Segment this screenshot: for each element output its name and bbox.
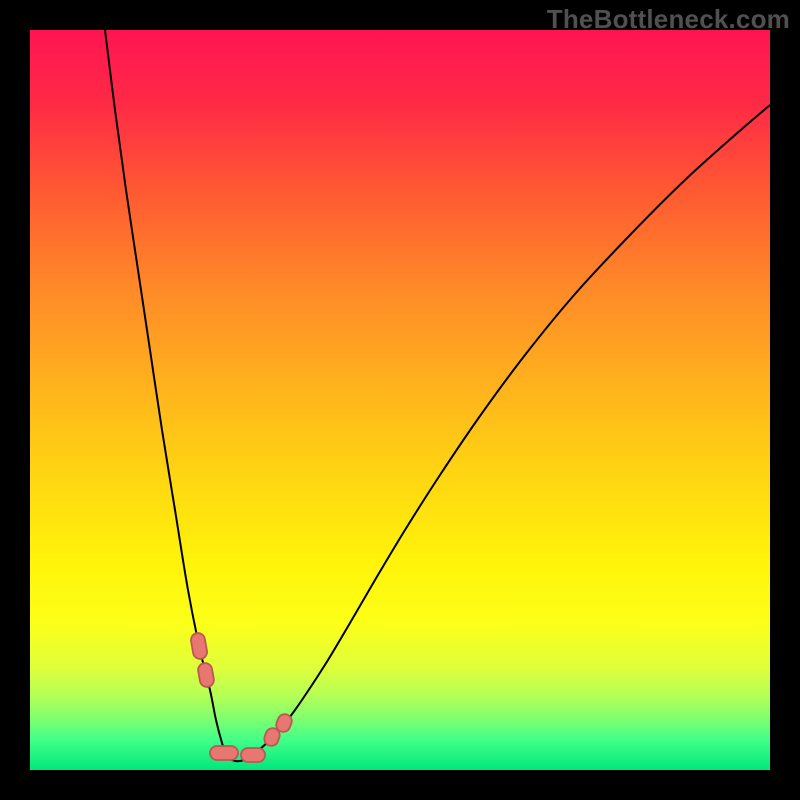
data-marker xyxy=(210,746,238,760)
watermark-text: TheBottleneck.com xyxy=(547,4,790,35)
chart-canvas xyxy=(0,0,800,800)
data-marker xyxy=(241,748,265,762)
plot-background xyxy=(30,30,770,770)
